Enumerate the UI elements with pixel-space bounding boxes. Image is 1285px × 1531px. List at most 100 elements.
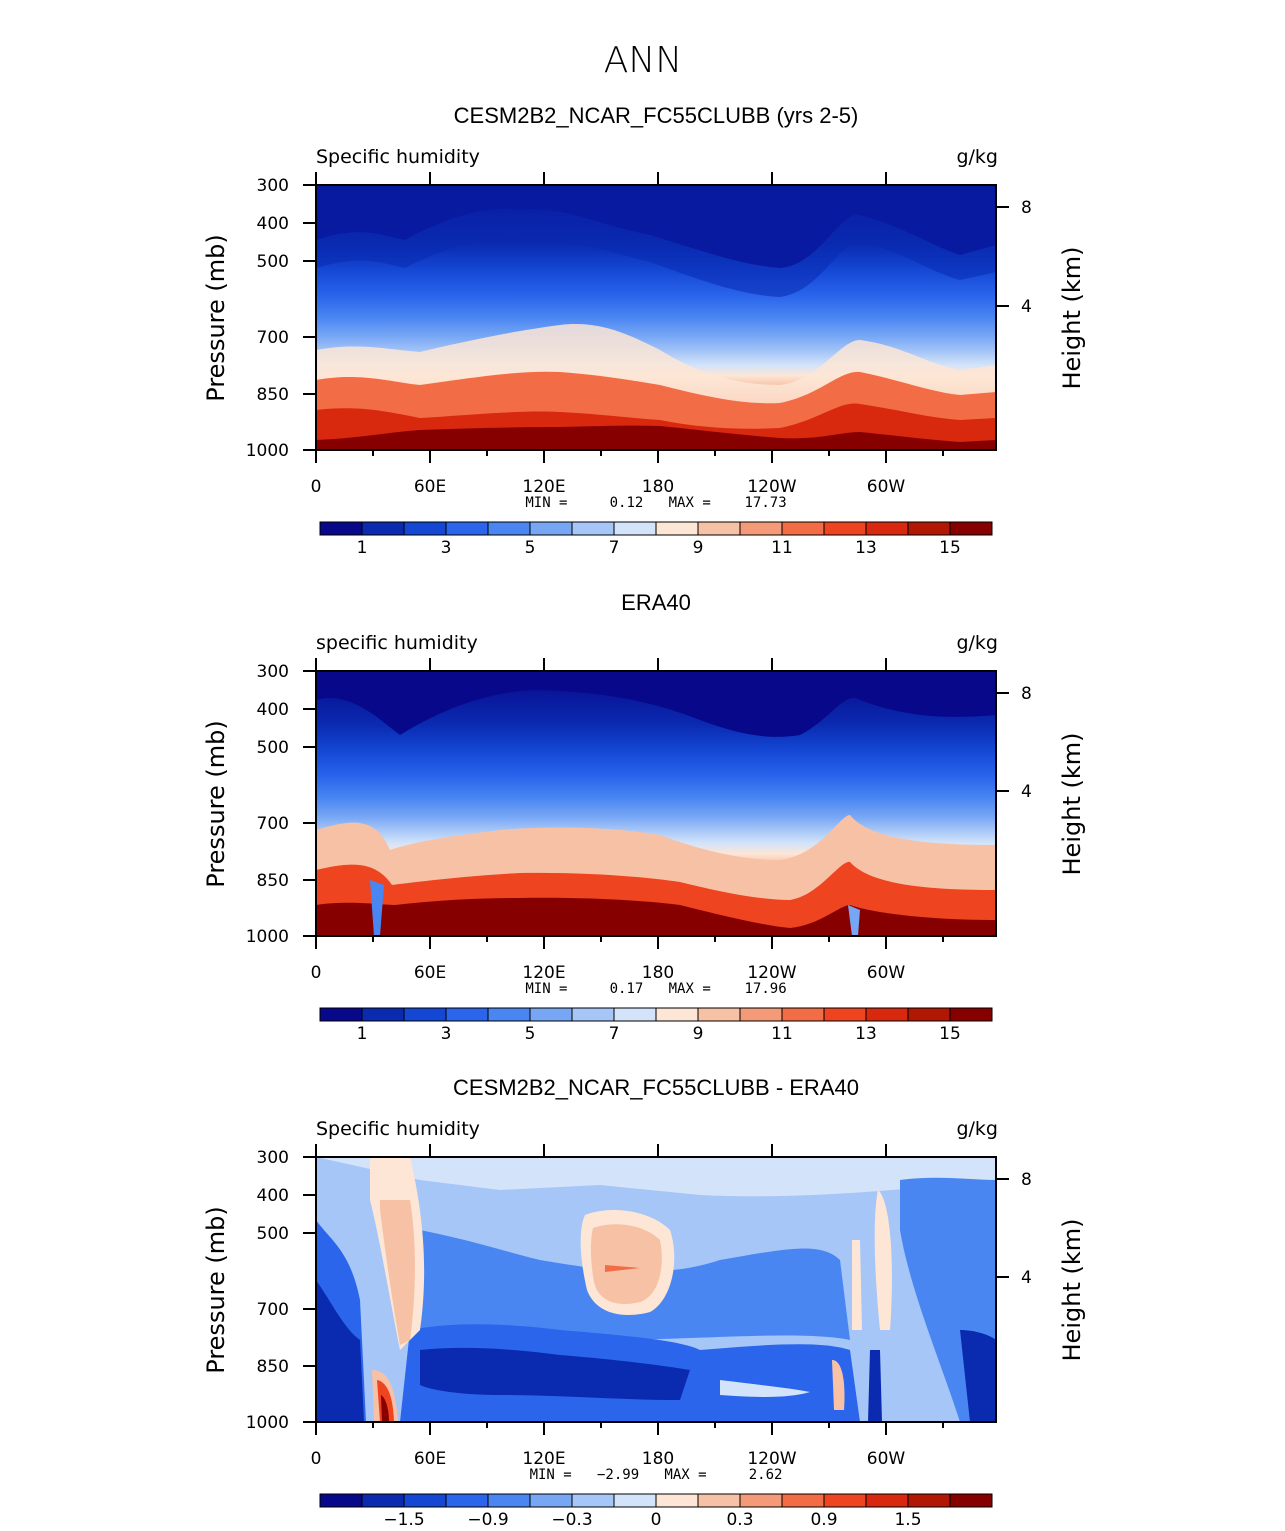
panel-3-xtick: 120W [747,1449,796,1469]
panel-1-ytick: 1000 [246,441,289,461]
panel-2-xtick: 120E [522,963,565,983]
panel-3-x-axis [315,1144,944,1435]
colorbar-label: 1 [357,1024,368,1044]
colorbar-label: 1 [357,538,368,558]
panel-2-ylabel-right: Height (km) [1058,733,1086,876]
colorbar-swatch [739,521,783,536]
panel-1-ytick-right: 4 [1021,297,1032,317]
colorbar-label: 7 [609,538,620,558]
panel-1-xtick: 60W [867,477,906,497]
colorbar-swatch [445,521,489,536]
panel-1-xtick: 120E [522,477,565,497]
panel-1-colorbar: 1 3 5 7 9 11 13 15 [319,521,993,558]
colorbar-label: −0.9 [467,1510,508,1530]
colorbar-swatch [739,1493,783,1508]
panel-3-field [316,1157,996,1422]
colorbar-swatch [361,1493,405,1508]
colorbar-label: 5 [525,538,536,558]
colorbar-swatch [739,1007,783,1022]
panel-2-colorbar: 1 3 5 7 9 11 13 15 [319,1007,993,1044]
colorbar-swatch [949,521,993,536]
colorbar-swatch [655,1007,699,1022]
colorbar-swatch [487,521,531,536]
colorbar-swatch [319,1007,363,1022]
panel-3-units: g/kg [956,1118,998,1140]
colorbar-swatch [865,1493,909,1508]
panel-3-minmax: MIN = −2.99 MAX = 2.62 [530,1467,783,1483]
panel-1-title: CESM2B2_NCAR_FC55CLUBB (yrs 2-5) [454,103,859,128]
colorbar-swatch [781,1007,825,1022]
colorbar-label: 3 [441,1024,452,1044]
colorbar-label: 15 [939,538,961,558]
panel-1-minmax: MIN = 0.12 MAX = 17.73 [525,495,786,511]
colorbar-swatch [907,1007,951,1022]
colorbar-label: 0 [651,1510,662,1530]
panel-1-ytick: 500 [257,252,289,272]
panel-2-ytick: 850 [257,871,289,891]
panel-2-ytick: 1000 [246,927,289,947]
panel-1-variable: Specific humidity [316,146,480,168]
panel-3-ylabel-right: Height (km) [1058,1219,1086,1362]
panel-2-ytick: 400 [257,700,289,720]
colorbar-swatch [571,1493,615,1508]
panel-1-ytick: 700 [257,328,289,348]
colorbar-swatch [613,1493,657,1508]
panel-2-ytick: 300 [257,662,289,682]
colorbar-swatch [613,1007,657,1022]
colorbar-swatch [697,1007,741,1022]
panel-1-field [316,185,996,450]
panel-3-ylabel: Pressure (mb) [202,1206,230,1373]
panel-1-xtick: 0 [311,477,322,497]
colorbar-label: 3 [441,538,452,558]
colorbar-label: 13 [855,1024,877,1044]
panel-2-ylabel: Pressure (mb) [202,720,230,887]
panel-3-xtick: 120E [522,1449,565,1469]
colorbar-label: −1.5 [383,1510,424,1530]
colorbar-swatch [697,1493,741,1508]
colorbar-label: 11 [771,1024,793,1044]
colorbar-swatch [907,521,951,536]
panel-2-field [316,671,996,936]
panel-3-xtick: 60E [414,1449,446,1469]
panel-2-ytick: 700 [257,814,289,834]
panel-3-xtick: 180 [642,1449,674,1469]
panel-2-ytick: 500 [257,738,289,758]
colorbar-label: 0.9 [810,1510,837,1530]
colorbar-swatch [949,1007,993,1022]
colorbar-swatch [319,1493,363,1508]
colorbar-swatch [529,1493,573,1508]
colorbar-swatch [823,1493,867,1508]
colorbar-swatch [403,1007,447,1022]
panel-3-ytick-right: 8 [1021,1170,1032,1190]
panel-3-ytick: 850 [257,1357,289,1377]
panel-3-ytick: 300 [257,1148,289,1168]
colorbar-swatch [403,521,447,536]
panel-3-xtick: 60W [867,1449,906,1469]
colorbar-label: 9 [693,1024,704,1044]
colorbar-swatch [865,1007,909,1022]
colorbar-label: 9 [693,538,704,558]
panel-3-ytick: 400 [257,1186,289,1206]
panel-2-title: ERA40 [621,590,691,615]
panel-3-y-axis: 300 400 500 700 850 1000 [246,1148,316,1433]
colorbar-swatch [907,1493,951,1508]
panel-3: CESM2B2_NCAR_FC55CLUBB - ERA40 Specific … [202,1075,1086,1530]
colorbar-label: 13 [855,538,877,558]
colorbar-label: 5 [525,1024,536,1044]
figure-title: ANN [604,40,683,81]
colorbar-swatch [949,1493,993,1508]
colorbar-swatch [865,521,909,536]
colorbar-swatch [403,1493,447,1508]
colorbar-swatch [445,1007,489,1022]
panel-1-xtick: 60E [414,477,446,497]
colorbar-swatch [781,521,825,536]
panel-3-ytick: 500 [257,1224,289,1244]
colorbar-swatch [655,1493,699,1508]
panel-1-ytick: 850 [257,385,289,405]
panel-1-ylabel: Pressure (mb) [202,234,230,401]
panel-2-ytick-right: 4 [1021,782,1032,802]
panel-3-ytick: 700 [257,1300,289,1320]
panel-1: CESM2B2_NCAR_FC55CLUBB (yrs 2-5) Specifi… [202,103,1086,558]
colorbar-swatch [655,521,699,536]
panel-2-y-axis: 300 400 500 700 850 1000 [246,662,316,947]
